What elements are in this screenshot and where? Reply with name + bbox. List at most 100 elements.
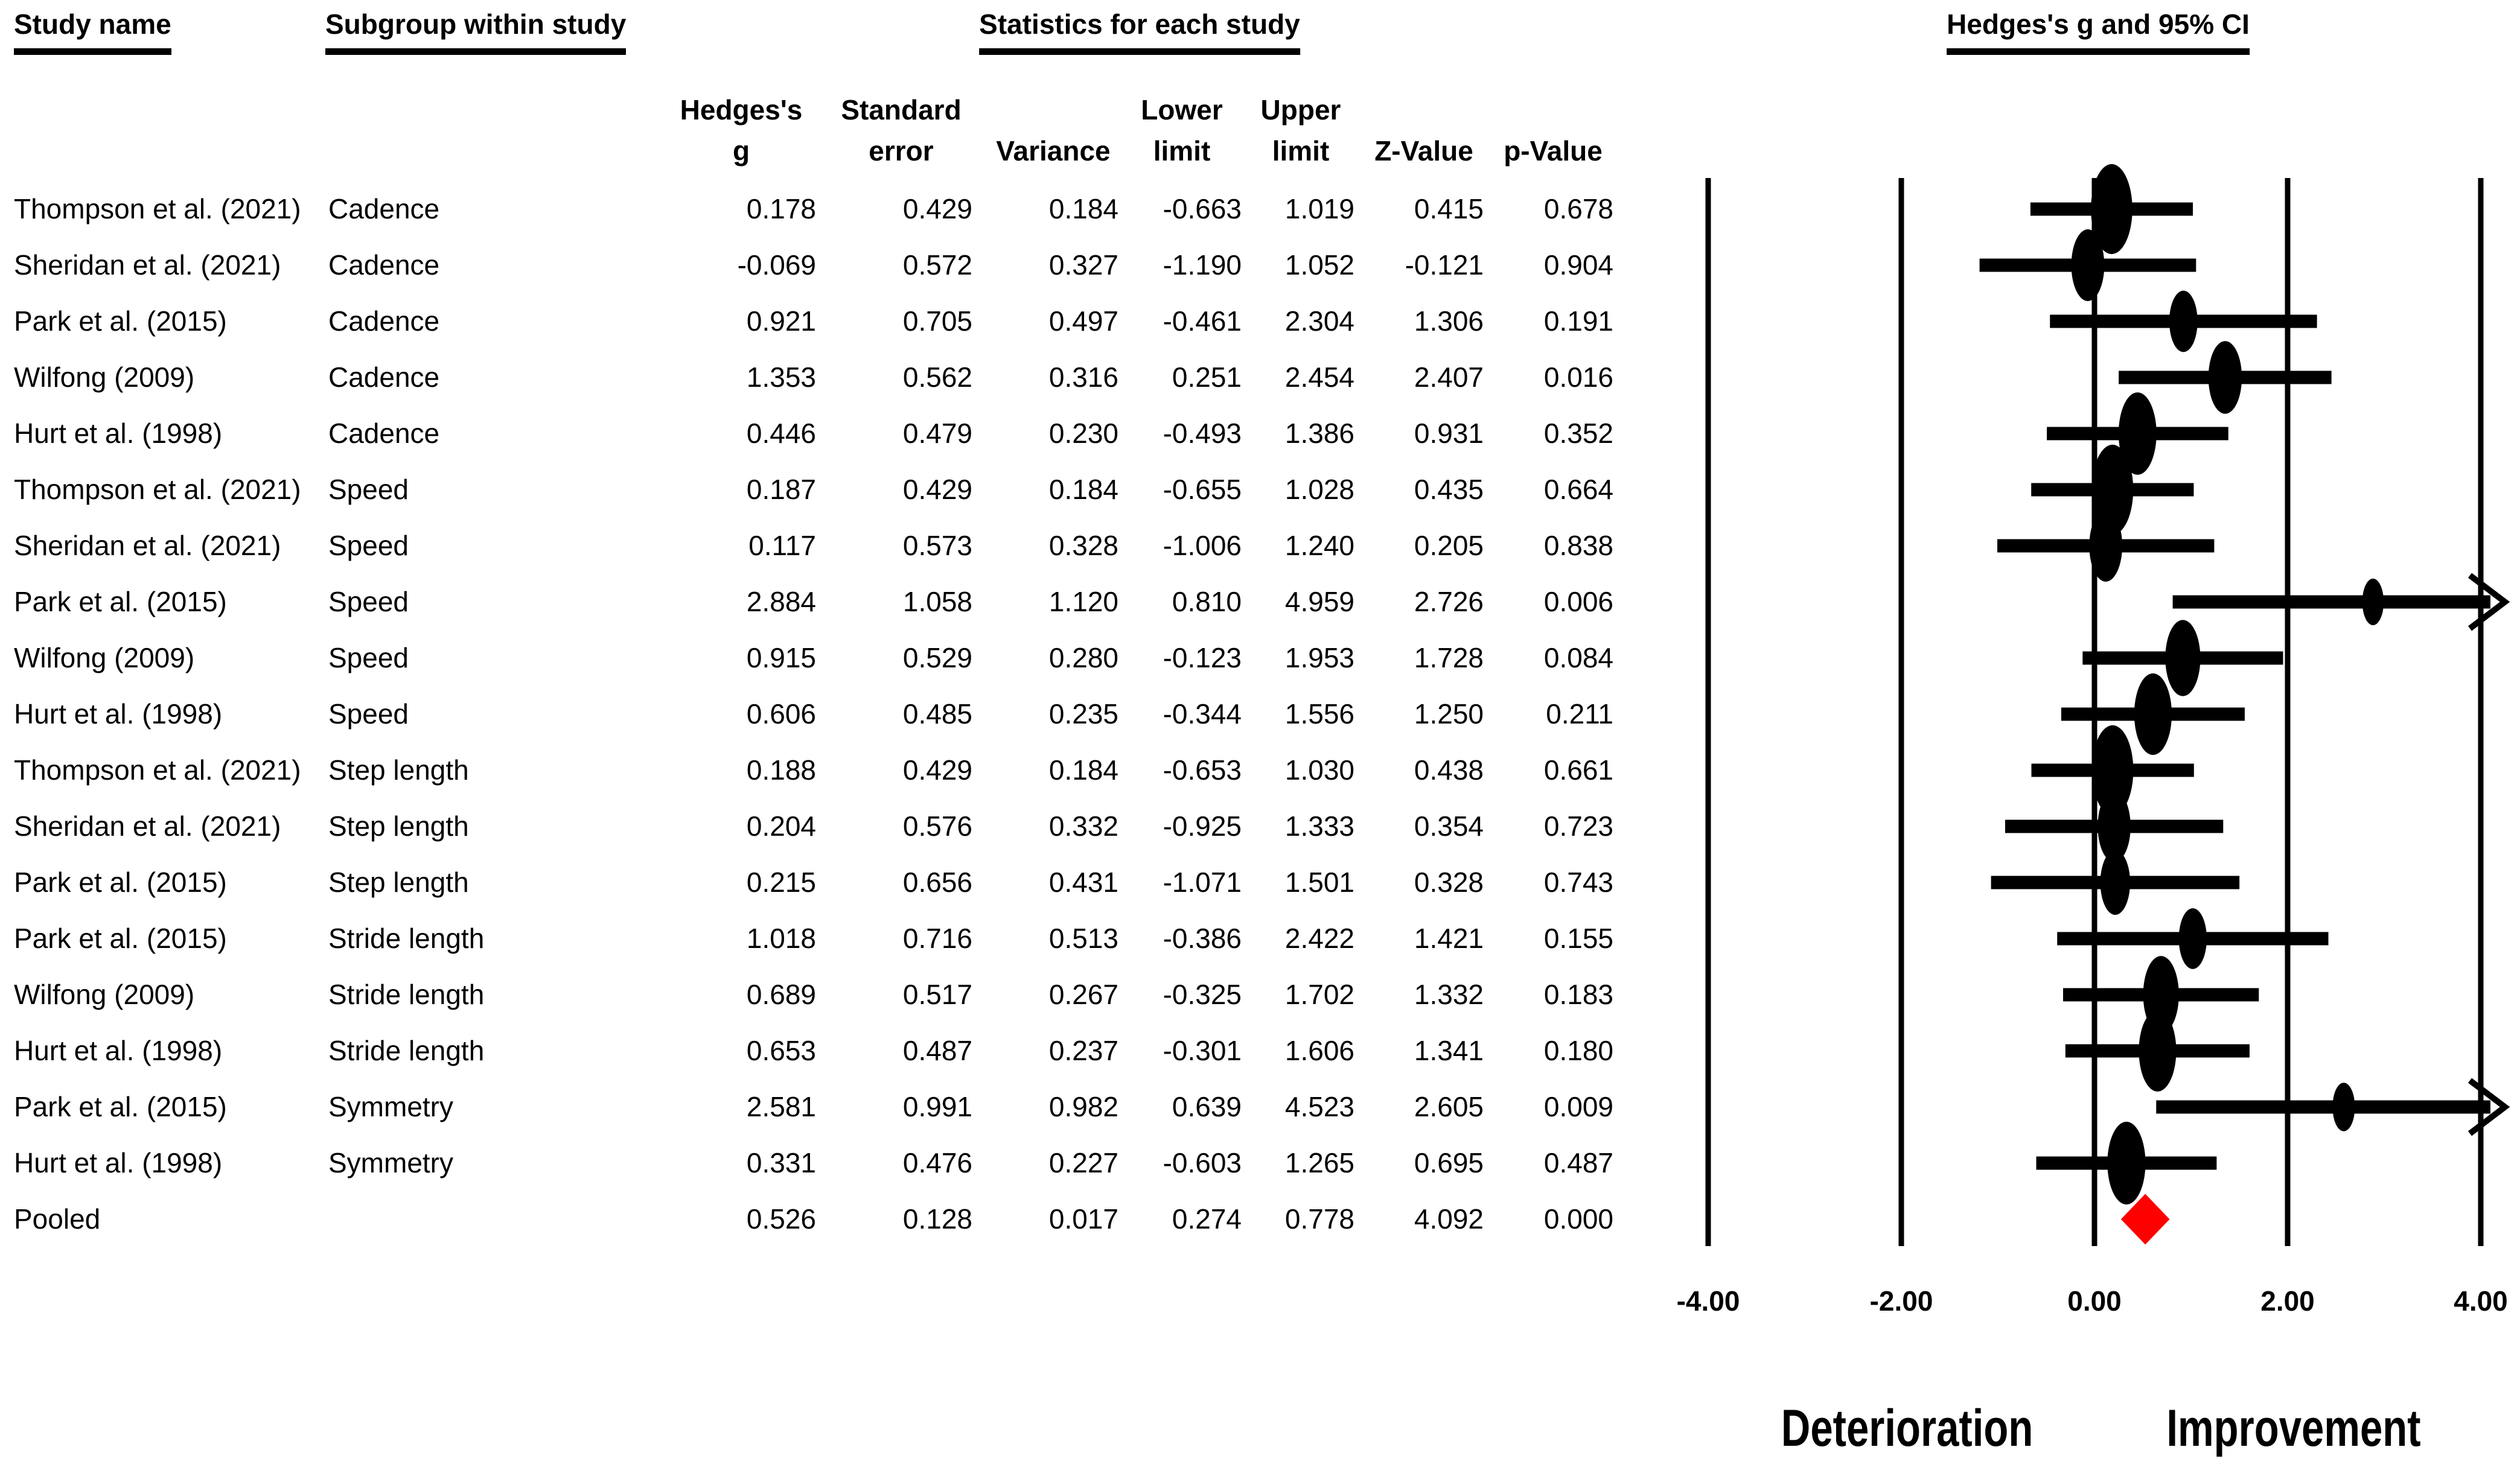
table-row: Sheridan et al. (2021) Speed 0.117 0.573… [0,518,1660,574]
subgroup-cell: Cadence [328,361,440,393]
table-row: Wilfong (2009) Stride length 0.689 0.517… [0,967,1660,1023]
study-name-cell: Park et al. (2015) [14,1091,227,1122]
hedges-g-cell: 1.018 [746,923,816,954]
effect-marker [2332,1083,2355,1131]
variance-cell: 0.237 [1048,1035,1118,1066]
subgroup-cell: Cadence [328,249,440,281]
effect-marker [2208,341,2242,414]
table-row: Thompson et al. (2021) Step length 0.188… [0,742,1660,798]
table-row: Wilfong (2009) Cadence 1.353 0.562 0.316… [0,349,1660,406]
effect-marker [2097,790,2131,862]
study-name-cell: Wilfong (2009) [14,642,195,673]
standard-error-cell: 0.573 [902,530,972,561]
study-name-cell: Sheridan et al. (2021) [14,810,281,842]
standard-error-cell: 0.517 [902,979,972,1010]
z-value-cell: 1.728 [1414,642,1484,673]
subgroup-cell: Step length [328,810,469,842]
study-name-cell: Park et al. (2015) [14,586,227,617]
upper-limit-cell: 1.019 [1284,193,1354,224]
p-value-cell: 0.009 [1543,1091,1613,1122]
p-value-cell: 0.191 [1543,305,1613,337]
upper-limit-cell: 2.454 [1284,361,1354,393]
z-value-cell: 0.415 [1414,193,1484,224]
variance-cell: 0.227 [1048,1147,1118,1178]
subgroup-cell: Stride length [328,923,485,954]
deterioration-label-text: Deterioration [1781,1399,2034,1457]
stat-column-header: Variance [969,89,1138,171]
upper-limit-cell: 4.523 [1284,1091,1354,1122]
p-value-cell: 0.180 [1543,1035,1613,1066]
lower-limit-cell: -0.493 [1163,418,1242,449]
lower-limit-cell: -0.603 [1163,1147,1242,1178]
study-name-cell: Hurt et al. (1998) [14,1147,223,1178]
upper-limit-cell: 2.304 [1284,305,1354,337]
deterioration-label: Deterioration [1726,1399,2088,1458]
standard-error-cell: 0.576 [902,810,972,842]
lower-limit-cell: -0.653 [1163,754,1242,786]
subgroup-column-title: Subgroup within study [325,7,627,55]
standard-error-cell: 1.058 [902,586,972,617]
z-value-cell: 1.306 [1414,305,1484,337]
table-row: Pooled 0.526 0.128 0.017 0.274 0.778 4.0… [0,1191,1660,1247]
variance-cell: 0.316 [1048,361,1118,393]
stat-column-header-line2: limit [1272,135,1330,167]
hedges-g-cell: 0.188 [746,754,816,786]
axis-tick-label: 4.00 [2454,1285,2508,1317]
standard-error-cell: 0.485 [902,698,972,730]
hedges-g-cell: 0.526 [746,1203,816,1235]
variance-cell: 0.497 [1048,305,1118,337]
variance-cell: 0.332 [1048,810,1118,842]
subgroup-cell: Speed [328,698,409,730]
upper-limit-cell: 0.778 [1284,1203,1354,1235]
standard-error-cell: 0.705 [902,305,972,337]
stat-column-header-line1: Lower [1141,94,1223,126]
table-row: Thompson et al. (2021) Speed 0.187 0.429… [0,462,1660,518]
variance-cell: 0.328 [1048,530,1118,561]
upper-limit-cell: 4.959 [1284,586,1354,617]
variance-cell: 0.267 [1048,979,1118,1010]
upper-limit-cell: 1.702 [1284,979,1354,1010]
hedges-g-cell: 2.884 [746,586,816,617]
study-name-cell: Hurt et al. (1998) [14,418,223,449]
table-row: Hurt et al. (1998) Cadence 0.446 0.479 0… [0,406,1660,462]
hedges-g-cell: 0.606 [746,698,816,730]
standard-error-cell: 0.562 [902,361,972,393]
standard-error-cell: 0.429 [902,754,972,786]
stat-column-header-line1: Hedges's [680,94,803,126]
study-name-cell: Hurt et al. (1998) [14,1035,223,1066]
upper-limit-cell: 1.028 [1284,474,1354,505]
study-table: Thompson et al. (2021) Cadence 0.178 0.4… [0,181,1660,1247]
effect-marker [2362,578,2384,626]
subgroup-cell: Stride length [328,1035,485,1066]
hedges-g-cell: 0.204 [746,810,816,842]
p-value-cell: 0.904 [1543,249,1613,281]
effect-marker [2139,1010,2177,1092]
subgroup-cell: Speed [328,530,409,561]
p-value-cell: 0.016 [1543,361,1613,393]
subgroup-cell: Cadence [328,305,440,337]
arrow-head [2467,1078,2510,1136]
effect-marker [2089,510,2123,582]
standard-error-cell: 0.991 [902,1091,972,1122]
p-value-cell: 0.487 [1543,1147,1613,1178]
p-value-cell: 0.743 [1543,867,1613,898]
study-name-cell: Wilfong (2009) [14,979,195,1010]
effect-marker [2134,673,2172,755]
standard-error-cell: 0.429 [902,193,972,224]
p-value-cell: 0.352 [1543,418,1613,449]
upper-limit-cell: 1.265 [1284,1147,1354,1178]
standard-error-cell: 0.716 [902,923,972,954]
hedges-g-cell: 0.331 [746,1147,816,1178]
axis-tick-label: -4.00 [1677,1285,1740,1317]
z-value-cell: 0.354 [1414,810,1484,842]
lower-limit-cell: -0.123 [1163,642,1242,673]
stat-column-header-line2: limit [1153,135,1211,167]
table-row: Park et al. (2015) Symmetry 2.581 0.991 … [0,1079,1660,1135]
effect-marker [2100,850,2131,915]
upper-limit-cell: 1.030 [1284,754,1354,786]
hedges-g-cell: 0.117 [748,530,816,561]
lower-limit-cell: -0.386 [1163,923,1242,954]
effect-marker [2091,725,2134,816]
study-name-column-title: Study name [14,7,171,55]
